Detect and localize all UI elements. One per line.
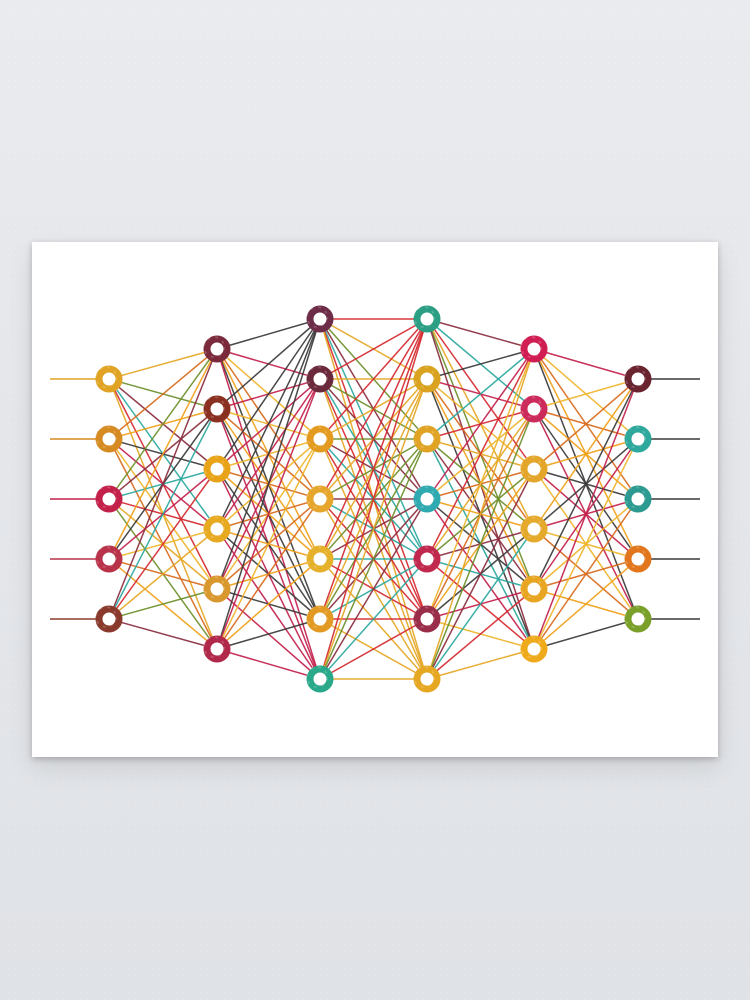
neuron-node (306, 485, 334, 513)
connection-line (533, 438, 639, 650)
connection-line (426, 348, 535, 500)
connection-line (533, 378, 639, 410)
neuron-node (624, 545, 652, 573)
connection-line (216, 318, 321, 410)
connection-line (533, 498, 639, 650)
neuron-node (520, 395, 548, 423)
connections (108, 318, 639, 680)
neuron-node (520, 635, 548, 663)
connection-line (533, 558, 639, 650)
io-lines (50, 378, 700, 620)
connection-line (319, 378, 428, 680)
connection-line (426, 528, 535, 680)
connection-line (426, 588, 535, 680)
neuron-node (624, 365, 652, 393)
neuron-node (413, 605, 441, 633)
connection-line (319, 318, 428, 380)
connection-line (216, 438, 321, 650)
neuron-node (306, 665, 334, 693)
connection-line (319, 438, 428, 680)
connection-line (216, 648, 321, 680)
connection-line (319, 318, 428, 620)
connection-line (319, 318, 428, 440)
connection-line (319, 498, 428, 680)
neuron-node (520, 515, 548, 543)
connection-line (533, 378, 639, 470)
neuron-node (413, 545, 441, 573)
neuron-node (95, 365, 123, 393)
connection-line (426, 468, 535, 680)
neuron-node (413, 425, 441, 453)
connection-line (319, 618, 428, 680)
neuron-node (624, 425, 652, 453)
connection-line (319, 558, 428, 680)
connection-line (108, 528, 218, 620)
connection-line (108, 618, 218, 650)
connection-line (108, 348, 218, 560)
connection-line (216, 558, 321, 650)
neuron-node (520, 335, 548, 363)
connection-line (216, 618, 321, 650)
connection-line (108, 408, 218, 620)
connection-line (426, 318, 535, 350)
neuron-node (413, 305, 441, 333)
neural-network-diagram (50, 305, 700, 693)
connection-line (108, 348, 218, 500)
connection-line (533, 378, 639, 530)
connection-line (319, 318, 428, 680)
poster (32, 242, 718, 757)
connection-line (426, 348, 535, 560)
neuron-node (520, 575, 548, 603)
connection-line (216, 318, 321, 530)
neuron-node (306, 365, 334, 393)
neuron-node (95, 605, 123, 633)
connection-line (108, 348, 218, 440)
connection-line (216, 318, 321, 350)
connection-line (216, 318, 321, 470)
neuron-node (203, 395, 231, 423)
neuron-node (520, 455, 548, 483)
connection-line (426, 408, 535, 680)
connection-line (533, 378, 639, 590)
connection-line (108, 588, 218, 620)
neuron-node (306, 305, 334, 333)
neurons (95, 305, 652, 693)
neuron-node (624, 485, 652, 513)
connection-line (216, 318, 321, 650)
neuron-node (306, 605, 334, 633)
neuron-node (203, 575, 231, 603)
connection-line (426, 648, 535, 680)
neuron-node (203, 455, 231, 483)
connection-line (426, 348, 535, 380)
connection-line (216, 498, 321, 650)
connection-line (426, 348, 535, 620)
connection-line (108, 348, 218, 380)
connection-line (533, 378, 639, 650)
neuron-node (413, 665, 441, 693)
neuron-node (413, 485, 441, 513)
connection-line (319, 318, 428, 560)
connection-line (108, 468, 218, 620)
connection-line (216, 318, 321, 590)
connection-line (533, 348, 639, 380)
neuron-node (203, 635, 231, 663)
connection-line (426, 348, 535, 440)
connection-line (108, 348, 218, 620)
neuron-node (203, 335, 231, 363)
neuron-node (203, 515, 231, 543)
neuron-node (306, 425, 334, 453)
neuron-node (306, 545, 334, 573)
connection-line (426, 348, 535, 680)
neuron-node (95, 545, 123, 573)
connection-line (533, 618, 639, 650)
neuron-node (413, 365, 441, 393)
neuron-node (95, 425, 123, 453)
neuron-node (95, 485, 123, 513)
connection-line (216, 378, 321, 650)
connection-line (319, 318, 428, 500)
neuron-node (624, 605, 652, 633)
